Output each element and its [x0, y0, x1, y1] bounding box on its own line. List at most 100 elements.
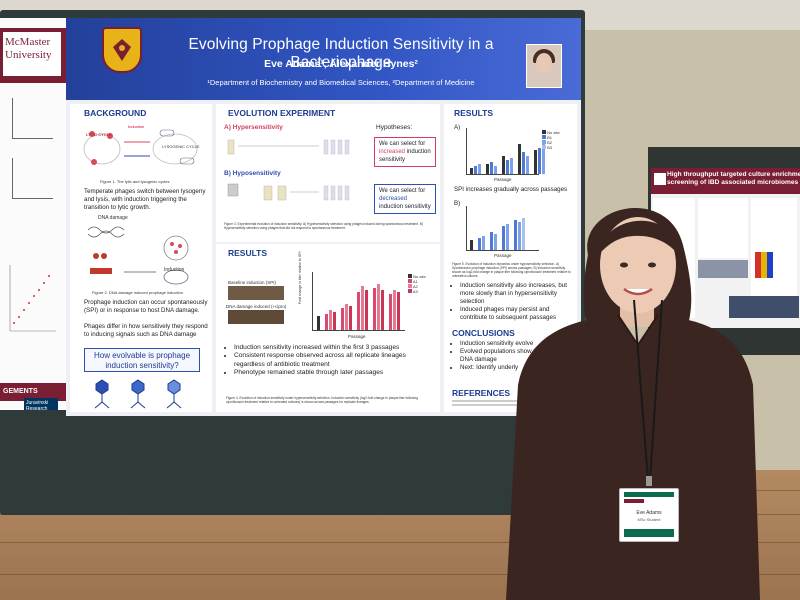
spi-note: SPI increases gradually across passages [454, 186, 568, 193]
background-paragraph-2: Prophage induction can occur spontaneous… [84, 299, 208, 314]
hypothesis-increased: We can select for increased induction se… [374, 137, 436, 167]
university-crest-icon [102, 27, 142, 73]
left-poster-graph [12, 98, 53, 139]
results-right-bullets: Induction sensitivity also increases, bu… [452, 282, 574, 322]
fold-change-ylabel: Fold change in titer relative to SPI [298, 251, 302, 304]
badge-header [624, 492, 674, 497]
figure4-caption: Figure 4. Evolution of induction sensiti… [226, 396, 418, 404]
hypothesis-increased-pre: We can select for [379, 141, 426, 147]
right-poster-image-strip [729, 296, 799, 318]
background-paragraph-1: Temperate phages switch between lysogeny… [84, 188, 206, 211]
phage-icons [94, 379, 182, 409]
hypothesis-decreased-post: induction sensitivity [379, 204, 431, 210]
hypersensitivity-label: A) Hypersensitivity [224, 124, 283, 131]
hyposensitivity-schematic [227, 183, 350, 201]
badge-logo [624, 499, 644, 503]
badge-role: MSc Student [637, 517, 661, 522]
lanyard [633, 300, 663, 486]
conclusions-bullets: Induction sensitivity evolve Evolved pop… [452, 340, 574, 372]
person [506, 207, 760, 600]
background-paragraph-3: Phages differ in how sensitively they re… [84, 323, 208, 338]
panel-a-label: A) [454, 124, 461, 131]
right-poster-title-line2: screening of IBD associated microbiomes [667, 179, 799, 186]
references-text-line [452, 400, 542, 402]
conclusion-bullet: Next: Identify underly [460, 364, 574, 372]
left-poster: McMaster University GEMENTS Juravinski R… [0, 18, 66, 410]
induction-arrow-label: Induction [128, 124, 145, 129]
hypothesis-increased-em: increased [379, 149, 406, 155]
evolution-panel: EVOLUTION EXPERIMENT A) Hypersensitivity… [216, 104, 440, 242]
legend-entry: A3 [412, 289, 418, 294]
legend-entry: No abx [413, 274, 426, 279]
badge-footer [624, 529, 674, 537]
passage-xlabel: Passage [494, 253, 512, 258]
results-bullets: Induction sensitivity increased within t… [226, 344, 436, 378]
right-poster-title-line1: High throughput targeted culture enrichm… [667, 171, 800, 178]
baseline-label: Baseline induction (SPI) [228, 280, 277, 285]
results-right-bullet: Induced phages may persist and contribut… [460, 306, 574, 322]
main-poster: Evolving Prophage Induction Sensitivity … [66, 18, 581, 416]
conclusions-heading: CONCLUSIONS [452, 328, 515, 338]
panel-b-label: B) [454, 200, 461, 207]
left-poster-graph [12, 158, 53, 199]
name-badge: Eve Adams MSc Student [619, 488, 679, 542]
research-question-box: How evolvable is prophage induction sens… [84, 348, 200, 372]
evolution-heading: EVOLUTION EXPERIMENT [228, 108, 336, 118]
hypotheses-heading: Hypotheses: [376, 124, 413, 131]
institute-logo: Juravinski Research Institute [24, 398, 58, 410]
background-panel: BACKGROUND LYTIC CYCLE LYSOGENIC CYCLE I… [70, 104, 212, 412]
results-bullet: Induction sensitivity increased within t… [234, 344, 436, 352]
legend-entry: A1 [412, 279, 418, 284]
dna-damage-label: DNA damage [98, 215, 128, 221]
background-heading: BACKGROUND [84, 108, 147, 118]
results-right-bullet: Induction sensitivity also increases, bu… [460, 282, 574, 306]
author-photo [526, 44, 562, 88]
references-heading: REFERENCES [452, 388, 511, 398]
hypothesis-decreased-pre: We can select for [379, 188, 426, 194]
left-poster-band: GEMENTS [0, 383, 66, 401]
sensitivity-chart-axes [466, 206, 539, 251]
figure5-caption: Figure 5. Evolution of induction dynamic… [452, 262, 571, 278]
poster-departments: ¹Department of Biochemistry and Biomedic… [207, 78, 475, 87]
lysogenic-label: LYSOGENIC CYCLE [162, 144, 200, 149]
results-panel: RESULTS Baseline induction (SPI) DNA dam… [216, 244, 440, 412]
passage-xlabel: Passage [348, 334, 366, 339]
legend-entry: A2 [412, 284, 418, 289]
fold-change-chart-axes [312, 272, 405, 331]
dna-damage-plate-image [228, 310, 284, 324]
legend-entry: B3 [547, 145, 553, 150]
dna-damage-induced-label: DNA damage induced (+cipro) [226, 304, 287, 309]
results-heading: RESULTS [228, 248, 268, 258]
university-name: McMaster University [5, 36, 52, 61]
passage-xlabel: Passage [494, 177, 512, 182]
legend-entry: B2 [547, 140, 553, 145]
results-bullet: Phenotype remained stable through later … [234, 369, 436, 377]
fold-change-bars [317, 284, 400, 330]
results-bullet: Consistent response observed across all … [234, 352, 436, 369]
right-poster-bar [755, 252, 761, 278]
poster-title: Evolving Prophage Induction Sensitivity … [188, 36, 494, 71]
lifecycle-diagram [83, 129, 198, 165]
mcmaster-logo: McMaster University [3, 32, 61, 76]
sensitivity-chart-bars [470, 218, 525, 250]
poster-banner [66, 18, 581, 100]
references-text-line [452, 404, 552, 406]
spi-chart-axes [466, 128, 545, 175]
hyposensitivity-label: B) Hyposensitivity [224, 170, 281, 177]
conclusion-bullet: Evolved populations show responses to DN… [460, 348, 574, 364]
results-right-panel: RESULTS A) No abx B1 B2 B3 Passage SPI i… [444, 104, 577, 412]
hypothesis-decreased-em: decreased [379, 196, 408, 202]
figure3-caption: Figure 3. Experimental evolution of indu… [224, 222, 423, 230]
results-legend: No abx A1 A2 A3 [408, 274, 436, 294]
right-poster-title: High throughput targeted culture enrichm… [667, 171, 800, 187]
right-poster-column [698, 198, 748, 258]
right-poster-bar [767, 252, 773, 278]
left-poster-scatter [8, 263, 58, 333]
induction-label: Induction [164, 267, 185, 273]
poster-authors: Eve Adams¹, Alexander Hynes² [264, 58, 418, 70]
hypersensitivity-schematic [227, 139, 350, 155]
dna-damage-diagram [87, 226, 189, 285]
results-right-legend: No abx B1 B2 B3 [542, 130, 574, 150]
hypothesis-decreased: We can select for decreased induction se… [374, 184, 436, 214]
lytic-label: LYTIC CYCLE [86, 132, 112, 137]
